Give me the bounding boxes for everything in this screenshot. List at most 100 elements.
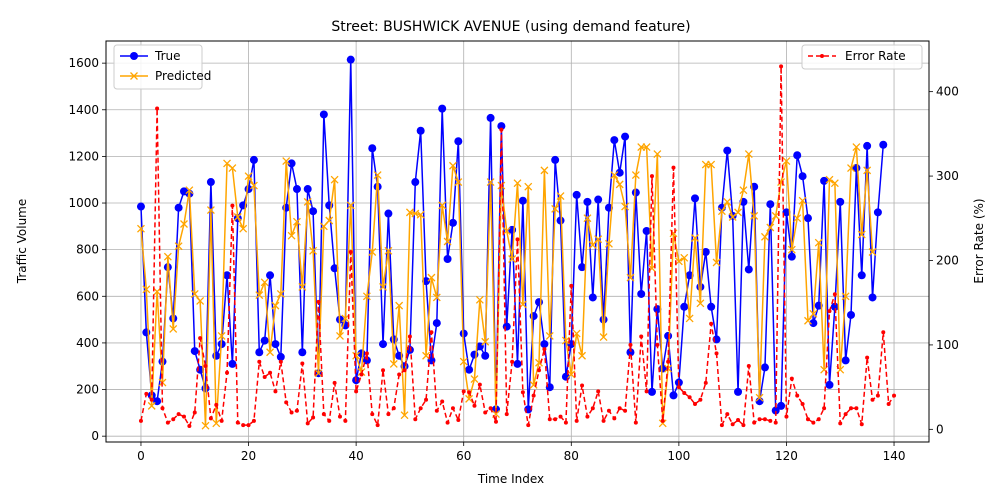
error-point <box>617 406 622 411</box>
error-point <box>520 390 525 395</box>
true-point <box>647 387 656 396</box>
error-point <box>784 414 789 419</box>
ticks: 0 20 40 60 80 100 120 1400200400600800100012001… <box>68 56 958 463</box>
predicted-point <box>190 289 199 298</box>
true-point <box>760 363 769 372</box>
error-point <box>284 400 289 405</box>
true-point <box>330 264 339 273</box>
predicted-point <box>432 293 441 302</box>
true-point <box>411 178 420 187</box>
true-point <box>879 140 888 149</box>
y-axis-label: Traffic Volume <box>15 199 29 285</box>
error-point <box>698 397 703 402</box>
predicted-point <box>174 242 183 251</box>
y-tick-label: 1000 <box>68 196 99 210</box>
predicted-point <box>804 316 812 325</box>
error-point <box>649 174 654 179</box>
error-point <box>639 334 644 339</box>
predicted-point <box>739 186 748 195</box>
true-point <box>803 214 812 223</box>
predicted-point <box>561 336 570 345</box>
error-point <box>381 368 386 373</box>
true-point <box>486 113 495 122</box>
true-point <box>470 350 479 359</box>
predicted-point <box>691 234 699 242</box>
predicted-point <box>427 273 436 282</box>
error-point <box>612 416 617 421</box>
error-point <box>327 418 332 423</box>
true-point <box>271 340 280 349</box>
predicted-point <box>809 309 818 318</box>
y2-tick-label: 300 <box>936 169 959 183</box>
true-point <box>723 146 732 155</box>
predicted-point <box>228 164 237 173</box>
predicted-point <box>443 237 452 246</box>
true-point <box>782 208 791 217</box>
true-point <box>459 329 468 338</box>
predicted-point <box>336 331 344 340</box>
error-point <box>789 376 794 381</box>
true-point <box>260 336 269 345</box>
error-point <box>515 237 520 242</box>
legend-error-marker <box>820 54 824 58</box>
error-point <box>762 417 767 422</box>
predicted-point <box>389 359 398 368</box>
error-point <box>800 402 805 407</box>
true-point <box>136 202 145 211</box>
error-point <box>375 423 380 428</box>
true-point <box>766 200 775 209</box>
predicted-point <box>470 375 479 384</box>
true-point <box>873 208 882 217</box>
true-point <box>610 136 619 145</box>
predicted-point <box>626 273 635 282</box>
predicted-point <box>594 235 603 244</box>
predicted-point <box>465 394 474 403</box>
error-point <box>402 368 407 373</box>
true-point <box>212 351 221 360</box>
error-point <box>273 389 278 394</box>
true-point <box>319 110 328 119</box>
true-point <box>223 271 232 280</box>
predicted-point <box>276 289 285 298</box>
error-point <box>171 417 176 422</box>
error-point <box>854 406 859 411</box>
error-point <box>757 417 762 422</box>
predicted-point <box>610 171 619 180</box>
true-point <box>777 401 786 410</box>
error-point <box>418 406 423 411</box>
predicted-point <box>857 230 866 239</box>
predicted-point <box>578 351 587 360</box>
error-point <box>553 417 558 422</box>
predicted-point <box>798 196 807 205</box>
true-point <box>379 340 388 349</box>
error-point <box>332 380 337 385</box>
error-point <box>230 203 235 208</box>
error-point <box>257 359 262 364</box>
true-point <box>540 340 549 349</box>
predicted-point <box>513 179 522 188</box>
true-point <box>787 252 796 261</box>
predicted-point <box>180 220 188 228</box>
predicted-point <box>847 164 855 173</box>
predicted-point <box>137 224 145 233</box>
true-point <box>836 197 845 206</box>
error-point <box>246 423 251 428</box>
error-point <box>693 402 698 407</box>
predicted-point <box>147 401 156 410</box>
true-point <box>658 364 667 373</box>
predicted-point <box>239 224 248 233</box>
predicted-point <box>717 207 726 216</box>
error-point <box>709 321 714 326</box>
error-point <box>875 393 880 398</box>
error-point <box>160 406 165 411</box>
error-point <box>736 418 741 423</box>
predicted-point <box>362 292 371 301</box>
error-point <box>865 355 870 360</box>
predicted-point <box>169 324 178 333</box>
predicted-point <box>416 210 425 219</box>
error-point <box>849 406 854 411</box>
predicted-point <box>303 197 312 206</box>
error-point <box>391 406 396 411</box>
error-point <box>703 380 708 385</box>
error-point <box>138 418 143 423</box>
